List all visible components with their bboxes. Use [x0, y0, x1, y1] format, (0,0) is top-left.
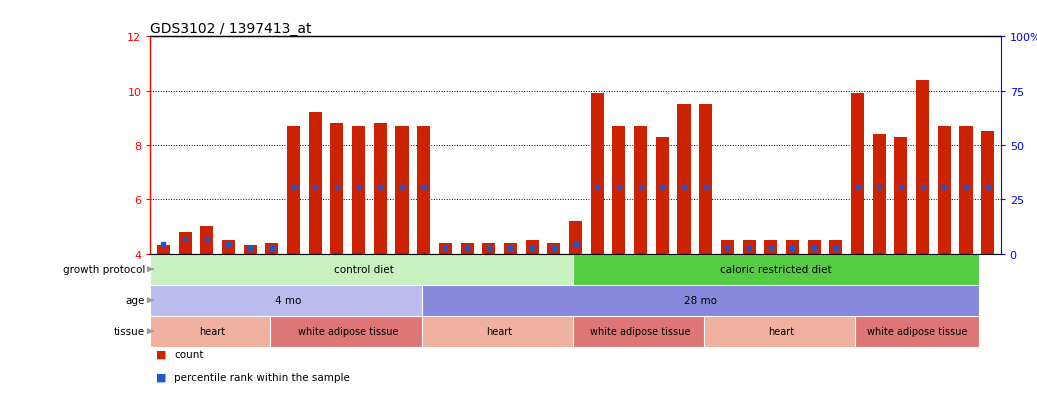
Bar	[309, 113, 321, 254]
Bar	[526, 240, 538, 254]
Bar	[851, 94, 864, 254]
Bar	[677, 105, 691, 254]
Bar	[157, 246, 170, 254]
Text: tissue: tissue	[114, 326, 145, 337]
Bar	[200, 227, 214, 254]
Bar	[830, 240, 842, 254]
Bar	[150, 254, 578, 285]
Text: growth protocol: growth protocol	[63, 264, 145, 275]
Text: age: age	[125, 295, 145, 306]
Text: ■: ■	[156, 349, 166, 359]
Bar	[894, 138, 907, 254]
Bar	[937, 127, 951, 254]
Bar	[959, 127, 973, 254]
Bar	[573, 316, 708, 347]
Bar	[150, 285, 426, 316]
Bar	[699, 105, 712, 254]
Bar	[569, 221, 582, 254]
Text: 4 mo: 4 mo	[275, 295, 302, 306]
Bar	[764, 240, 778, 254]
Bar	[482, 243, 496, 254]
Bar	[742, 240, 756, 254]
Bar	[373, 124, 387, 254]
Bar	[655, 138, 669, 254]
Bar	[981, 132, 994, 254]
Text: percentile rank within the sample: percentile rank within the sample	[174, 372, 351, 382]
Bar	[856, 316, 979, 347]
Text: heart: heart	[199, 326, 225, 337]
Bar	[417, 127, 430, 254]
Bar	[808, 240, 820, 254]
Text: ■: ■	[156, 372, 166, 382]
Bar	[421, 285, 979, 316]
Bar	[150, 316, 274, 347]
Bar	[573, 254, 979, 285]
Bar	[287, 127, 300, 254]
Bar	[270, 316, 426, 347]
Text: 28 mo: 28 mo	[683, 295, 717, 306]
Bar	[916, 81, 929, 254]
Bar	[721, 240, 734, 254]
Bar	[353, 127, 365, 254]
Bar	[613, 127, 625, 254]
Bar	[178, 232, 192, 254]
Bar	[244, 246, 256, 254]
Text: count: count	[174, 349, 203, 359]
Bar	[548, 243, 560, 254]
Bar	[265, 243, 278, 254]
Text: white adipose tissue: white adipose tissue	[867, 326, 968, 337]
Bar	[222, 240, 235, 254]
Bar	[395, 127, 409, 254]
Text: heart: heart	[768, 326, 794, 337]
Bar	[421, 316, 578, 347]
Text: heart: heart	[486, 326, 512, 337]
Text: white adipose tissue: white adipose tissue	[298, 326, 398, 337]
Text: white adipose tissue: white adipose tissue	[590, 326, 691, 337]
Bar	[591, 94, 604, 254]
Bar	[504, 243, 517, 254]
Bar	[786, 240, 798, 254]
Text: caloric restricted diet: caloric restricted diet	[721, 264, 832, 275]
Bar	[703, 316, 860, 347]
Bar	[634, 127, 647, 254]
Bar	[331, 124, 343, 254]
Bar	[460, 243, 474, 254]
Text: GDS3102 / 1397413_at: GDS3102 / 1397413_at	[150, 22, 312, 36]
Bar	[873, 135, 886, 254]
Text: control diet: control diet	[334, 264, 394, 275]
Bar	[439, 243, 452, 254]
